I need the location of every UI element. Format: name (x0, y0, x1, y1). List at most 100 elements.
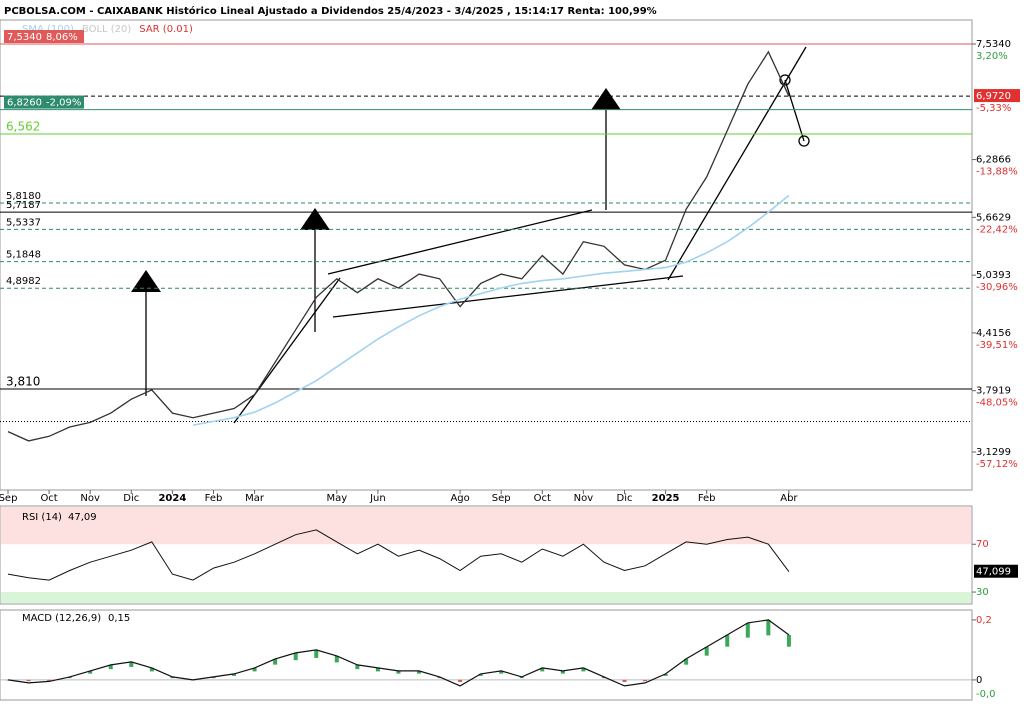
marker-circle (798, 135, 810, 147)
level-change: 8,06% (46, 32, 78, 43)
macd-bar (211, 676, 216, 679)
x-tick-label: Ago (450, 493, 469, 504)
rsi-overbought (1, 507, 971, 545)
macd-tick-label: 0,2 (976, 615, 992, 626)
macd-current: 0,15 (108, 613, 130, 624)
level-change: -2,09% (46, 98, 81, 109)
level-label: 7,5340 (7, 32, 42, 43)
macd-bar (396, 670, 401, 674)
x-tick-label: Feb (205, 493, 223, 504)
macd-bar (293, 652, 298, 661)
macd-panel (0, 609, 973, 701)
macd-bar (355, 664, 360, 670)
trend-line (332, 275, 684, 318)
x-tick-label: May (326, 493, 347, 504)
y-tick-change: -48,05% (976, 398, 1018, 409)
macd-bar (334, 655, 339, 663)
annotations (145, 46, 810, 424)
level-label: 5,8180 (6, 191, 41, 202)
trend-line (667, 46, 807, 281)
chart-title: PCBOLSA.COM - CAIXABANK Histórico Lineal… (4, 5, 657, 17)
y-tick-change: 3,20% (976, 51, 1008, 62)
macd-bar (273, 658, 278, 665)
macd-bar (170, 676, 175, 679)
y-tick-label: 5,0393 (976, 270, 1011, 281)
macd-bar (375, 667, 380, 672)
trend-line (233, 277, 341, 424)
rsi-current-box (974, 564, 1018, 578)
rsi-tick-label: 70 (976, 539, 989, 550)
level-label: 5,1848 (6, 250, 41, 261)
price-line (192, 194, 790, 426)
last-price-label: 6,9720 (976, 91, 1011, 102)
macd-bar (766, 619, 771, 636)
macd-bar (725, 634, 730, 647)
rsi-current: 47,09 (68, 512, 97, 523)
macd-bar (581, 667, 586, 672)
legend-entry: SAR (0.01) (139, 24, 193, 35)
y-tick-label: 4,4156 (976, 328, 1011, 339)
macd-bar (129, 661, 134, 667)
last-price-box (974, 89, 1020, 103)
macd-bar (252, 667, 257, 672)
y-tick-change: -30,96% (976, 282, 1018, 293)
x-tick-label: Oct (534, 493, 551, 504)
y-tick-label: 3,1299 (976, 447, 1011, 458)
trend-line (327, 209, 593, 275)
x-tick-label: Sep (0, 493, 17, 504)
x-tick-label: Mar (245, 493, 265, 504)
rsi-line (7, 529, 790, 581)
x-tick-label: Nov (574, 493, 594, 504)
macd-bar (684, 658, 689, 665)
x-tick-label: Dic (617, 493, 633, 504)
macd-bar (540, 667, 545, 672)
arrow-head (131, 270, 161, 292)
price-panel (0, 19, 973, 491)
x-tick-label: Abr (780, 493, 798, 504)
x-tick-label: Sep (492, 493, 511, 504)
level-label: 3,810 (6, 375, 40, 389)
x-tick-label: Oct (40, 493, 57, 504)
macd-bar (88, 670, 93, 674)
x-tick-label: Nov (80, 493, 100, 504)
macd-bar (478, 673, 483, 676)
macd-bar (232, 673, 237, 676)
level-box (4, 95, 84, 109)
macd-title: MACD (12,26,9) (22, 613, 101, 624)
macd-bar (745, 622, 750, 638)
macd-bar (786, 634, 791, 647)
macd-line (7, 619, 790, 687)
rsi-title: RSI (14) (22, 512, 62, 523)
level-label: 4,8982 (6, 276, 41, 287)
macd-bar (149, 667, 154, 672)
macd-bar (519, 676, 524, 679)
price-line (7, 50, 790, 442)
macd-bar (458, 679, 463, 682)
y-tick-label: 6,2866 (976, 155, 1011, 166)
arrow-head (591, 88, 621, 110)
macd-bar (108, 664, 113, 670)
level-label: 5,7187 (6, 200, 41, 211)
macd-bar (643, 679, 648, 682)
legend-entry: SMA (100) (22, 24, 74, 35)
rsi-oversold (1, 592, 971, 603)
marker-circle (779, 74, 791, 86)
macd-current-box: -0,0 (976, 689, 996, 700)
x-tick-label: 2025 (652, 493, 680, 504)
y-tick-change: -39,51% (976, 340, 1018, 351)
legend-entry: BOLL (20) (82, 24, 132, 35)
macd-bar (47, 679, 52, 681)
arrow-head (300, 208, 330, 230)
level-box (4, 29, 84, 43)
level-label: 6,8260 (7, 98, 42, 109)
last-price-change: -5,33% (976, 103, 1011, 114)
y-tick-label: 3,7919 (976, 386, 1011, 397)
rsi-tick-label: 30 (976, 587, 989, 598)
macd-bar (663, 673, 668, 676)
y-tick-change: -22,42% (976, 224, 1018, 235)
rsi-current-box-label: 47,099 (976, 567, 1011, 578)
y-tick-label: 7,5340 (976, 39, 1011, 50)
macd-tick-label: 0 (976, 675, 982, 686)
